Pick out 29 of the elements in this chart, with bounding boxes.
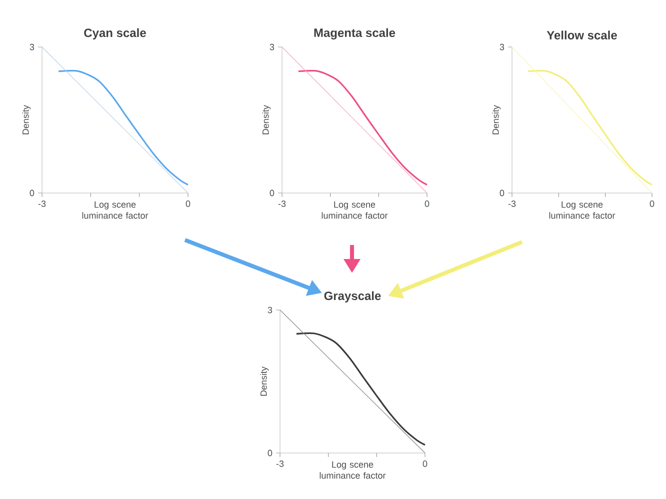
x-axis-title: Log scene luminance factor <box>549 201 616 219</box>
x-tick-label: -3 <box>38 200 46 207</box>
line-series <box>298 70 428 186</box>
y-tick-label: 3 <box>30 44 34 50</box>
y-axis-title: Density <box>262 105 271 134</box>
x-tick-label: -3 <box>276 460 284 467</box>
x-tick-label: 0 <box>186 200 190 207</box>
line-series <box>527 70 653 186</box>
y-axis-title: Density <box>492 105 501 134</box>
x-axis-title: Log scene luminance factor <box>82 201 148 219</box>
x-tick-label: -3 <box>278 200 286 207</box>
y-axis-title: Density <box>22 105 31 134</box>
chart-title: Yellow scale <box>546 30 617 40</box>
y-tick-label: 3 <box>500 44 504 50</box>
x-tick-label: -3 <box>508 200 516 207</box>
y-tick-label: 3 <box>270 44 274 50</box>
y-tick-label: 0 <box>270 190 274 196</box>
x-axis-title: Log scene luminance factor <box>322 201 388 219</box>
line-series <box>58 70 189 186</box>
x-tick-label: 0 <box>424 200 430 207</box>
x-tick-label: 0 <box>650 200 654 207</box>
y-tick-label: 0 <box>268 450 272 456</box>
y-axis-title: Density <box>260 366 269 396</box>
chart-title: Grayscale <box>324 291 381 302</box>
x-axis-title: Log scene luminance factor <box>320 461 386 479</box>
line-series <box>296 332 426 446</box>
y-tick-label: 3 <box>268 306 272 314</box>
chart-title: Cyan scale <box>84 28 146 40</box>
chart-title: Magenta scale <box>314 28 396 40</box>
